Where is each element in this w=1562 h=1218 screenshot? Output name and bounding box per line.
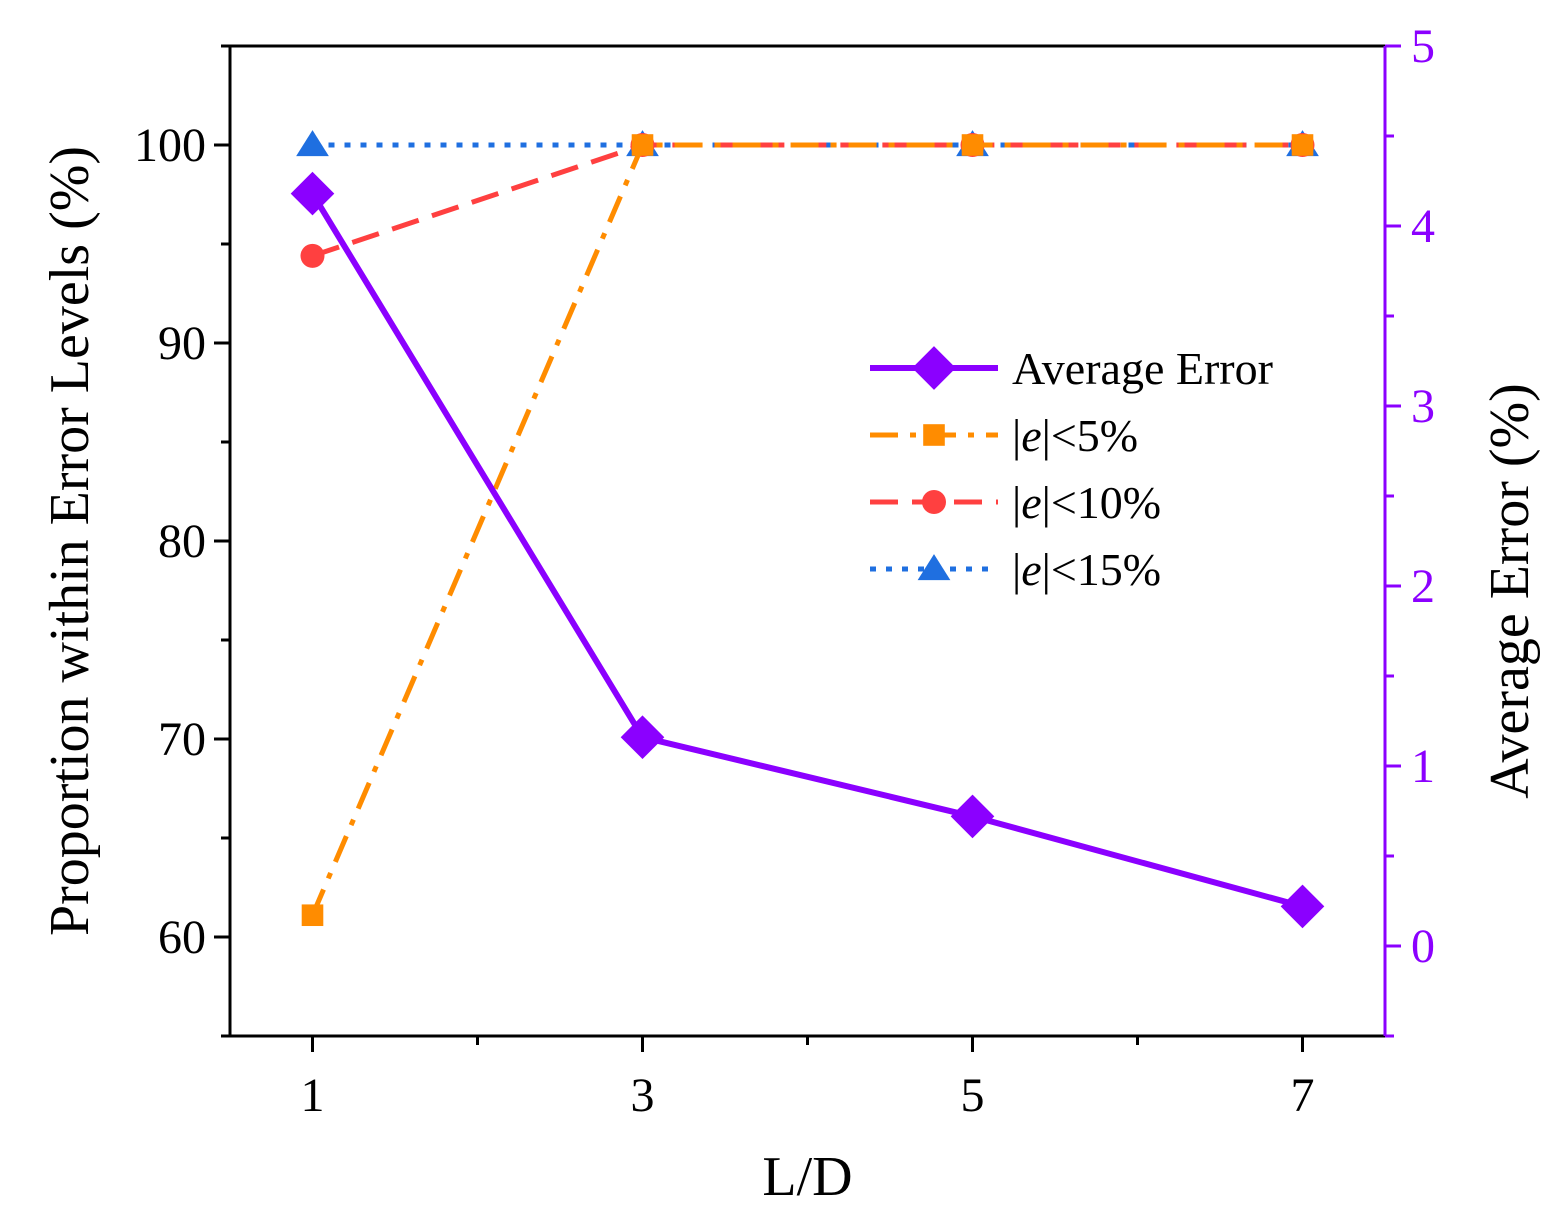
y-tick-label-80: 80 [158, 515, 206, 568]
series-3-point-1 [296, 130, 329, 157]
x-tick-label-3: 3 [631, 1069, 655, 1122]
series-0-point-3 [620, 715, 665, 760]
series-0-point-5 [950, 794, 995, 839]
y-tick-label-90: 90 [158, 317, 206, 370]
series-0-line [309, 192, 1304, 910]
legend-label-prefix: Average Error [1012, 343, 1273, 394]
series-1-point-1 [301, 904, 324, 927]
y2-axis-title: Average Error (%) [1479, 383, 1541, 799]
legend-item-0: Average Error [870, 343, 1273, 394]
series-1-line [310, 142, 1303, 917]
y-axis-title: Proportion within Error Levels (%) [39, 146, 101, 936]
legend-marker [922, 490, 946, 514]
y2-tick-label-3: 3 [1411, 380, 1435, 433]
legend-label-suffix: |<10% [1042, 477, 1161, 528]
legend-label-prefix: | [1012, 410, 1021, 461]
legend-item-1: |e|<5% [870, 410, 1138, 461]
legend-label: Average Error [1012, 343, 1273, 394]
series-1-point-5 [961, 134, 984, 156]
legend-label: |e|<15% [1012, 544, 1161, 595]
series-2-line [311, 142, 1303, 259]
legend-label-suffix: |<15% [1042, 544, 1161, 595]
x-axis-title: L/D [762, 1146, 852, 1208]
series-0-point-1 [290, 171, 335, 216]
y2-tick-label-5: 5 [1411, 20, 1435, 73]
series-2-point-1 [300, 243, 325, 268]
x-tick-label-7: 7 [1291, 1069, 1315, 1122]
y2-tick-label-1: 1 [1411, 740, 1435, 793]
legend-label: |e|<5% [1012, 410, 1138, 461]
legend-label-prefix: | [1012, 477, 1021, 528]
legend-label-italic: e [1021, 410, 1041, 461]
legend-marker [917, 554, 951, 581]
y-tick-label-70: 70 [158, 713, 206, 766]
y-tick-label-100: 100 [134, 119, 206, 172]
legend-label-italic: e [1021, 544, 1041, 595]
legend-item-2: |e|<10% [870, 477, 1161, 528]
legend-label-italic: e [1021, 477, 1041, 528]
x-tick-label-5: 5 [961, 1069, 985, 1122]
legend-label-prefix: | [1012, 544, 1021, 595]
y2-tick-label-0: 0 [1411, 920, 1435, 973]
legend-label-suffix: |<5% [1042, 410, 1138, 461]
legend-label: |e|<10% [1012, 477, 1161, 528]
series-0-point-7 [1280, 884, 1325, 929]
legend-item-3: |e|<15% [870, 544, 1161, 595]
x-tick-label-1: 1 [301, 1069, 325, 1122]
legend-marker [923, 424, 945, 446]
series-1-point-3 [631, 134, 654, 156]
series-1-point-7 [1291, 134, 1314, 156]
y2-tick-label-2: 2 [1411, 560, 1435, 613]
y2-tick-label-4: 4 [1411, 200, 1435, 253]
y-tick-label-60: 60 [158, 911, 206, 964]
legend-marker [912, 346, 956, 390]
